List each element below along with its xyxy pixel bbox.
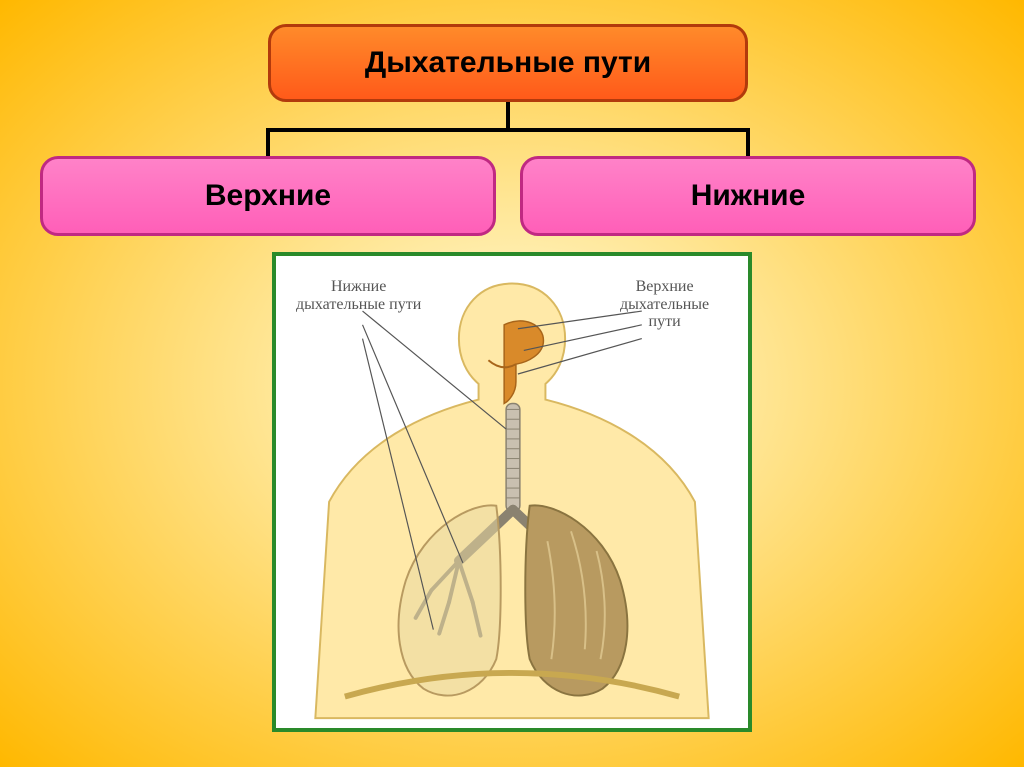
connector-right-down [746, 128, 750, 156]
anatomy-label-lower: Нижние дыхательные пути [296, 278, 421, 313]
connector-horizontal [266, 128, 750, 132]
node-root-label: Дыхательные пути [365, 46, 651, 80]
slide-canvas: Дыхательные пути Верхние Нижние Нижние д… [0, 0, 1024, 767]
node-left-label: Верхние [205, 179, 331, 213]
connector-left-down [266, 128, 270, 156]
diagram-node-right: Нижние [520, 156, 976, 236]
diagram-node-left: Верхние [40, 156, 496, 236]
diagram-node-root: Дыхательные пути [268, 24, 748, 102]
anatomy-label-upper: Верхние дыхательные пути [620, 278, 709, 331]
node-right-label: Нижние [691, 179, 806, 213]
